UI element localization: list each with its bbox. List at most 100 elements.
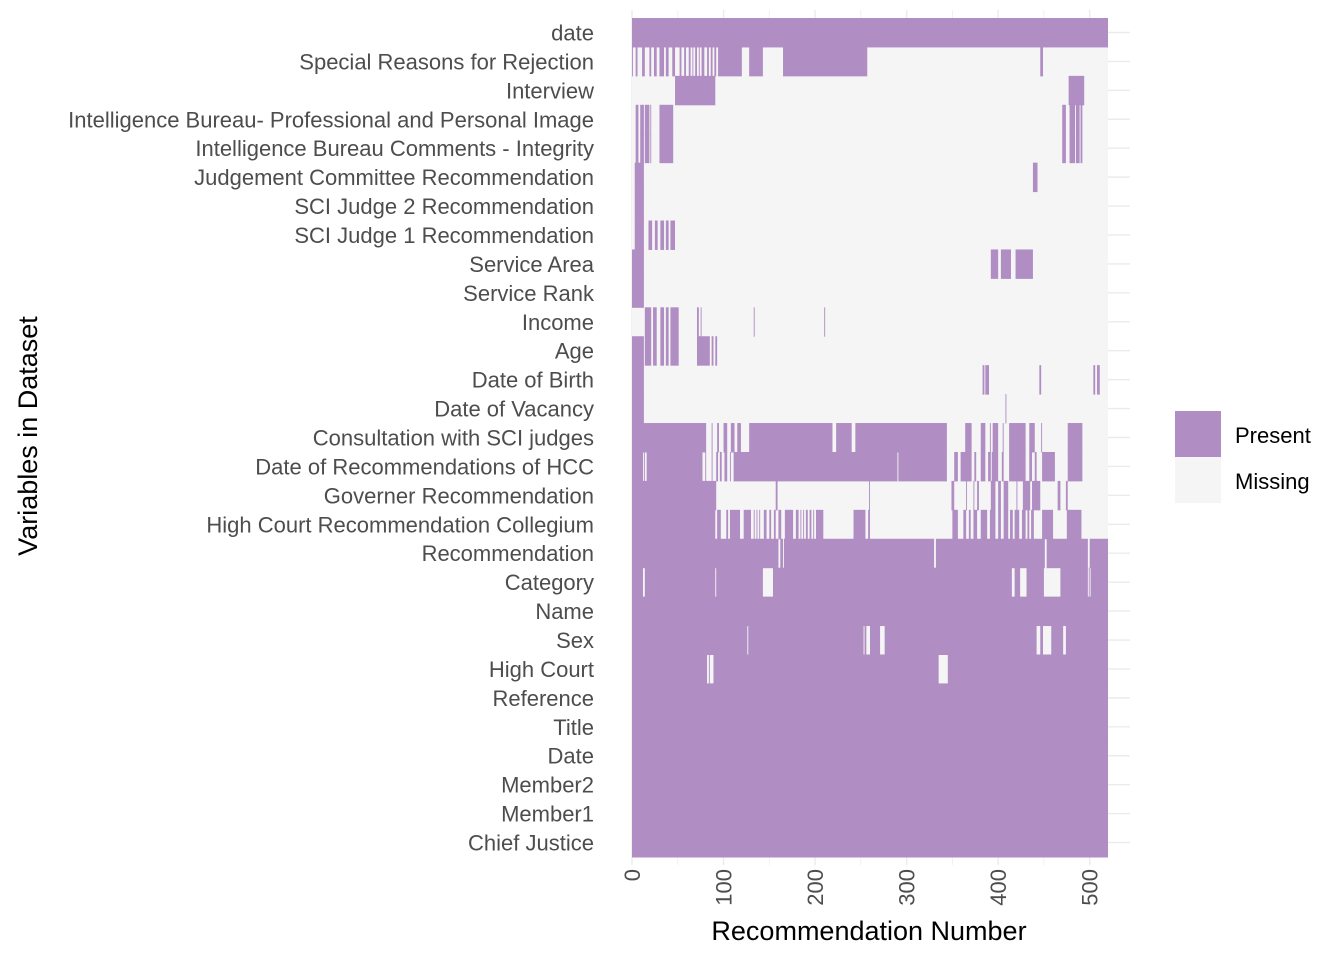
missing-cell (632, 104, 1108, 135)
present-cell (717, 509, 721, 540)
present-cell (1040, 46, 1044, 77)
present-cell (868, 509, 870, 540)
present-cell (1075, 133, 1080, 164)
y-tick-label: Interview (506, 78, 594, 103)
present-cell (884, 625, 1037, 655)
present-cell (646, 451, 703, 482)
y-tick-label: Member1 (501, 802, 594, 827)
present-cell (1065, 625, 1108, 655)
present-cell (695, 46, 697, 77)
present-cell (775, 480, 778, 511)
present-cell (1051, 625, 1064, 655)
present-cell (763, 509, 767, 540)
y-tick-label: High Court (489, 657, 594, 682)
present-cell (708, 654, 710, 684)
present-cell (644, 336, 652, 366)
present-cell (980, 451, 986, 482)
present-cell (1093, 365, 1096, 395)
present-cell (1001, 451, 1004, 482)
y-tick-label: Member2 (501, 773, 594, 798)
present-cell (795, 509, 799, 540)
x-tick-label: 200 (803, 869, 828, 906)
present-cell (815, 509, 824, 540)
present-cell (769, 509, 772, 540)
present-cell (1031, 509, 1034, 540)
present-cell (632, 538, 779, 569)
present-cell (726, 509, 729, 540)
present-cell (989, 423, 991, 453)
legend-missing-label: Missing (1235, 469, 1310, 494)
present-cell (951, 480, 955, 511)
present-cell (805, 509, 808, 540)
present-cell (743, 509, 751, 540)
y-tick-label: Sex (556, 628, 594, 653)
present-cell (632, 596, 1108, 627)
present-cell (968, 509, 971, 540)
present-cell (737, 423, 741, 453)
missing-cell (632, 249, 1108, 279)
present-cell (1042, 451, 1055, 482)
present-cell (952, 509, 958, 540)
present-cell (980, 423, 986, 453)
present-cell (675, 75, 716, 106)
present-cell (1021, 509, 1026, 540)
present-cell (648, 220, 653, 250)
present-cell (780, 538, 784, 569)
present-cell (632, 46, 633, 77)
present-cell (644, 567, 716, 598)
present-cell (665, 46, 669, 77)
present-cell (723, 423, 728, 453)
missing-cell (632, 394, 1108, 424)
x-axis-ticks: 0 100 200 300 400 500 (620, 869, 1103, 906)
present-cell (650, 133, 652, 164)
present-cell (665, 220, 669, 250)
y-tick-label: High Court Recommendation Collegium (206, 512, 594, 537)
present-cell (1005, 394, 1007, 424)
present-cell (714, 46, 717, 77)
present-cell (1002, 423, 1004, 453)
y-tick-label: Governer Recommendation (324, 483, 594, 508)
present-cell (1068, 75, 1085, 106)
present-cell (665, 307, 669, 337)
present-cell (1069, 104, 1076, 135)
present-cell (985, 365, 989, 395)
present-cell (1080, 133, 1083, 164)
present-cell (632, 770, 1108, 800)
y-tick-label: Name (535, 599, 594, 624)
y-tick-label: Date of Birth (472, 368, 594, 393)
present-cell (998, 509, 1001, 540)
present-cell (640, 133, 644, 164)
present-cell (1046, 538, 1088, 569)
present-cell (729, 451, 731, 482)
present-cell (1065, 480, 1068, 511)
present-cell (632, 394, 644, 424)
present-cell (644, 133, 650, 164)
present-cell (632, 336, 644, 366)
present-cell (1057, 480, 1061, 511)
present-cell (947, 654, 1108, 684)
y-tick-label: Service Rank (463, 281, 595, 306)
present-cell (644, 104, 650, 135)
present-cell (659, 133, 674, 164)
missing-cell (632, 307, 1108, 337)
present-cell (660, 336, 665, 366)
y-tick-label: Title (553, 715, 594, 740)
present-cell (632, 249, 644, 279)
present-cell (1026, 567, 1044, 598)
missing-cell (632, 220, 1108, 250)
present-cell (635, 46, 638, 77)
present-cell (1090, 567, 1108, 598)
present-cell (715, 336, 718, 366)
missing-cell (632, 133, 1108, 164)
present-cell (698, 46, 700, 77)
legend: Present Missing (1175, 411, 1311, 503)
present-cell (1088, 567, 1090, 598)
present-cell (718, 46, 742, 77)
present-cell (1027, 509, 1030, 540)
present-cell (1009, 423, 1026, 453)
present-cell (632, 278, 644, 308)
y-tick-label: Judgement Committee Recommendation (194, 165, 594, 190)
present-cell (1060, 567, 1088, 598)
present-cell (632, 365, 644, 395)
present-cell (980, 509, 988, 540)
